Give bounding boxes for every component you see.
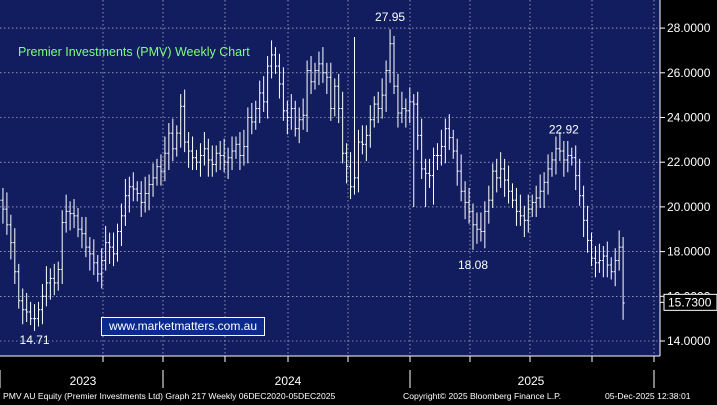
price-chart: 14.000016.000018.000020.000022.000024.00… (0, 0, 717, 388)
price-annotation: 22.92 (549, 123, 579, 137)
price-annotation: 14.71 (20, 333, 50, 347)
y-tick-label: 28.0000 (667, 21, 711, 35)
x-axis: 2023 2024 2025 (0, 356, 655, 388)
y-tick-label: 24.0000 (667, 111, 711, 125)
y-axis-ticks: 14.000016.000018.000020.000022.000024.00… (660, 21, 711, 348)
plot-background (0, 0, 660, 356)
ohlc-bars (0, 29, 625, 331)
x-year-label: 2025 (518, 374, 545, 388)
footer-copyright: Copyright© 2025 Bloomberg Finance L.P. (403, 391, 562, 401)
y-tick-label: 18.0000 (667, 245, 711, 259)
watermark-link[interactable]: www.marketmatters.com.au (101, 317, 265, 336)
price-annotation: 27.95 (375, 10, 405, 24)
price-annotation: 18.08 (458, 258, 488, 272)
x-year-label: 2024 (275, 374, 302, 388)
y-tick-label: 14.0000 (667, 334, 711, 348)
last-price-label: 15.7300 (668, 295, 712, 309)
grid-lines (0, 0, 660, 356)
last-price-box (663, 293, 717, 311)
footer-security-info: PMV AU Equity (Premier Investments Ltd) … (3, 391, 336, 401)
footer-timestamp: 05-Dec-2025 12:38:01 (605, 391, 691, 401)
price-annotations: 27.95 22.92 18.08 14.71 (20, 10, 580, 347)
x-year-label: 2023 (70, 374, 97, 388)
y-tick-label: 20.0000 (667, 200, 711, 214)
chart-title: Premier Investments (PMV) Weekly Chart (18, 45, 250, 59)
y-tick-label: 26.0000 (667, 66, 711, 80)
y-tick-label: 22.0000 (667, 155, 711, 169)
last-price-marker: 15.7300 (660, 293, 717, 311)
footer-bar: PMV AU Equity (Premier Investments Ltd) … (0, 388, 717, 405)
